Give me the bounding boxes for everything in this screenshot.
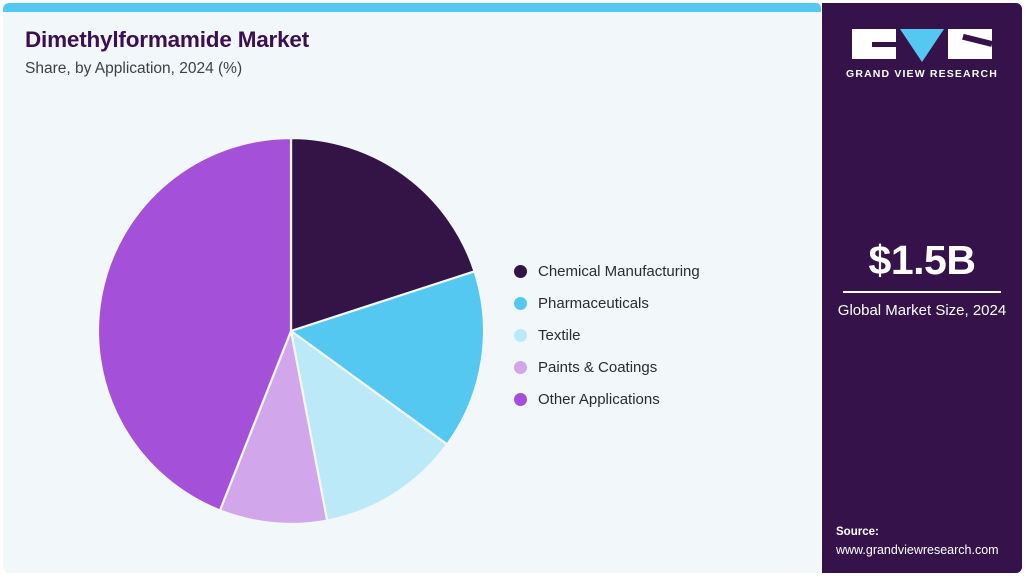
legend-swatch-icon xyxy=(514,296,527,310)
source-label: Source: xyxy=(836,526,879,539)
legend-swatch-icon xyxy=(514,264,527,278)
pie-slice[interactable] xyxy=(288,269,485,446)
source-block: Source: www.grandviewresearch.com xyxy=(836,524,1018,559)
stat-value: $1.5B xyxy=(868,237,976,283)
legend-item-label: Paints & Coatings xyxy=(538,358,658,376)
legend-swatch-icon xyxy=(514,328,527,342)
brand-sidebar: GRAND VIEW RESEARCH $1.5B Global Market … xyxy=(822,3,1022,573)
source-url: www.grandviewresearch.com xyxy=(836,542,999,557)
legend-swatch-icon xyxy=(514,392,527,406)
page-title: Dimethylformamide Market xyxy=(25,27,310,52)
legend-item[interactable]: Paints & Coatings xyxy=(514,351,804,383)
pie-slice-group xyxy=(97,137,485,525)
logo-g-icon xyxy=(852,29,896,59)
pie-slice[interactable] xyxy=(289,137,476,333)
pie-chart-svg xyxy=(97,137,485,525)
top-accent-bar xyxy=(3,3,821,12)
brand-logo: GRAND VIEW RESEARCH xyxy=(822,29,1022,80)
chart-header: Dimethylformamide Market Share, by Appli… xyxy=(25,27,725,78)
logo-r-icon xyxy=(948,29,992,59)
legend-item-label: Pharmaceuticals xyxy=(538,294,649,312)
legend-item[interactable]: Other Applications xyxy=(514,383,804,415)
legend-swatch-icon xyxy=(514,360,527,374)
pie-chart xyxy=(97,137,485,525)
key-statistic: $1.5B Global Market Size, 2024 xyxy=(835,237,1009,321)
pie-slice[interactable] xyxy=(218,327,329,525)
legend-item-label: Textile xyxy=(538,326,581,344)
logo-v-triangle-icon xyxy=(900,29,944,62)
legend-item[interactable]: Pharmaceuticals xyxy=(514,287,804,319)
page-subtitle: Share, by Application, 2024 (%) xyxy=(25,59,243,77)
legend-item-label: Chemical Manufacturing xyxy=(538,262,700,280)
stat-divider xyxy=(843,291,1001,293)
chart-legend: Chemical Manufacturing Pharmaceuticals Tex… xyxy=(514,255,804,415)
logo-wordmark: GRAND VIEW RESEARCH xyxy=(846,68,998,80)
logo-marks xyxy=(822,29,1022,62)
pie-slice[interactable] xyxy=(97,137,293,512)
chart-content-card: Dimethylformamide Market Share, by Appli… xyxy=(3,3,821,573)
legend-item[interactable]: Chemical Manufacturing xyxy=(514,255,804,287)
legend-item[interactable]: Textile xyxy=(514,319,804,351)
pie-slice[interactable] xyxy=(289,328,449,522)
stat-caption: Global Market Size, 2024 xyxy=(837,301,1007,319)
legend-item-label: Other Applications xyxy=(538,390,660,408)
